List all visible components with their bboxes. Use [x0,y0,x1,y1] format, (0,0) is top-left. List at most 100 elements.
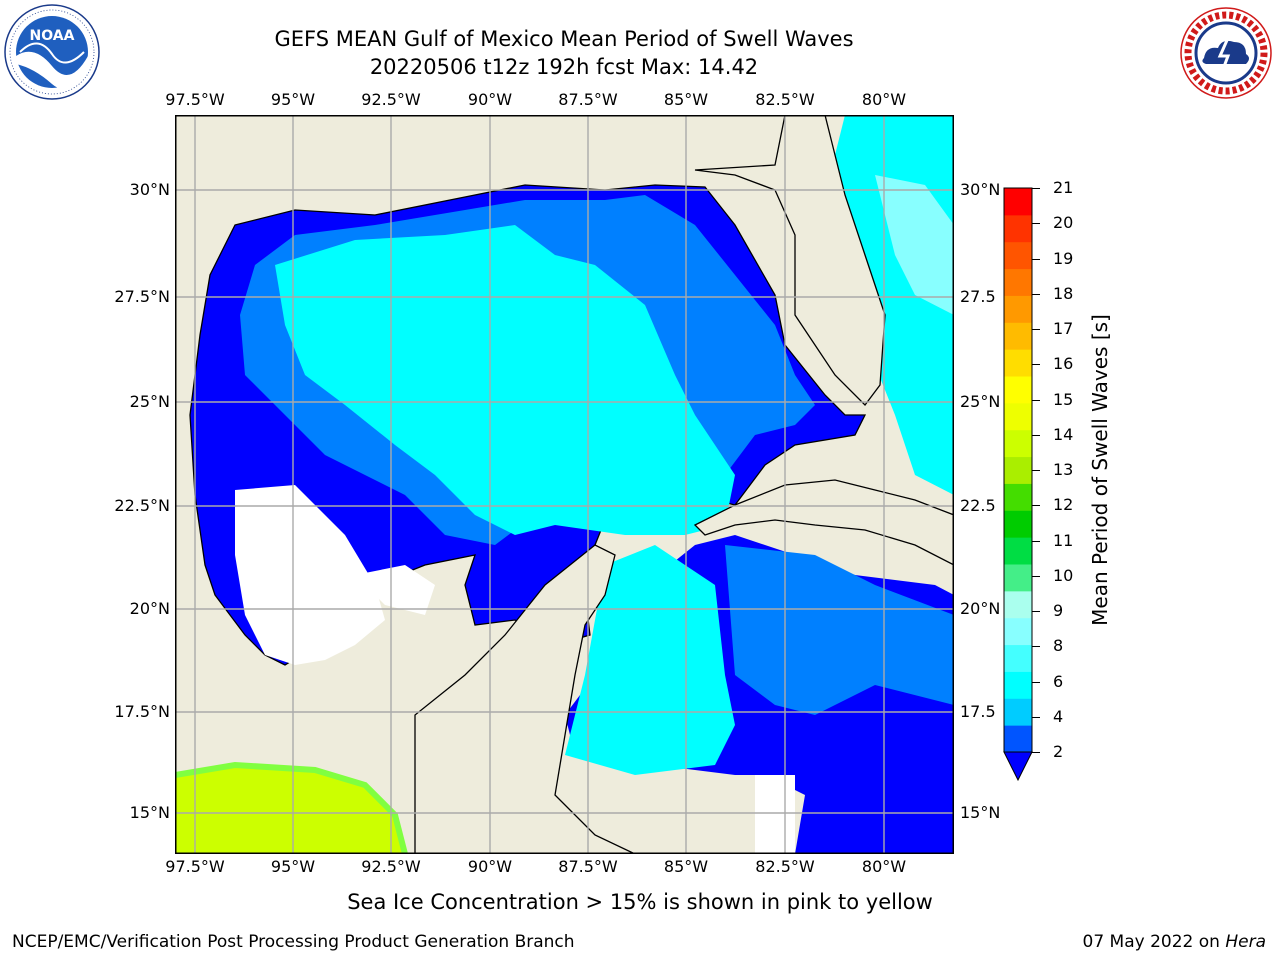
colorbar-band [1004,295,1032,323]
colorbar-tick-mark [1032,752,1040,753]
colorbar-tick-label: 19 [1053,248,1074,268]
lat-tick-left: 27.5°N [114,287,170,306]
colorbar-tick-label: 13 [1053,460,1074,479]
colorbar-tick-label: 11 [1053,530,1074,550]
sea-ice-note: Sea Ice Concentration > 15% is shown in … [347,890,933,914]
colorbar-tick-mark [1032,540,1040,542]
lat-tick-left: 25°N [129,392,170,411]
colorbar-band [1004,268,1032,296]
colorbar-tick-label: 16 [1053,354,1074,374]
lat-tick-left: 22.5°N [114,496,170,515]
map-plot [175,115,954,854]
lon-tick-bottom: 97.5°W [165,857,225,876]
caribbean-midband [725,545,954,715]
colorbar-extend-arrow [1003,751,1033,782]
lon-tick-top: 92.5°W [361,90,421,109]
lon-tick-top: 95°W [270,90,316,109]
colorbar-tick-label: 10 [1053,565,1074,585]
colorbar-tick-mark [1032,188,1040,189]
colorbar-tick-mark [1032,434,1040,436]
footer-date-text: 07 May 2022 on [1082,932,1226,952]
lon-tick-bottom: 82.5°W [755,857,815,876]
colorbar-band [1004,429,1032,458]
gulf-core [275,225,735,535]
colorbar-tick-mark [1032,223,1040,225]
colorbar-tick-mark [1032,505,1040,507]
lat-tick-left: 17.5°N [114,702,170,721]
chart-title: GEFS MEAN Gulf of Mexico Mean Period of … [274,27,854,51]
colorbar [1003,187,1033,782]
lat-tick-right: 25°N [960,392,1001,411]
colorbar-band [1004,510,1032,538]
colorbar-band [1004,241,1032,270]
colorbar-band [1004,188,1032,216]
lon-tick-bottom: 87.5°W [558,857,618,876]
lat-tick-left: 30°N [129,180,170,199]
colorbar-tick-label: 2 [1053,742,1064,761]
ice-patch [175,765,405,854]
colorbar-tick-label: 4 [1053,706,1064,726]
lon-tick-top: 97.5°W [165,90,225,109]
lon-tick-bottom: 80°W [861,857,907,876]
lat-tick-right: 20°N [960,599,1001,618]
lon-tick-bottom: 85°W [663,857,709,876]
colorbar-tick-mark [1032,646,1040,648]
footer-date: 07 May 2022 on Hera [1083,932,1267,952]
noaa-logo: NOAA [4,4,100,100]
lat-tick-right: 27.5 [960,287,996,306]
lat-tick-right: 15°N [960,803,1001,822]
colorbar-band [1004,617,1032,646]
colorbar-band [1004,456,1032,484]
colorbar-tick-label: 20 [1053,213,1074,233]
lat-tick-right: 22.5 [960,496,996,515]
colorbar-tick-label: 21 [1053,178,1074,197]
lat-tick-right: 30°N [960,180,1001,199]
ice-patch-edge [175,761,408,854]
colorbar-tick-label: 14 [1053,424,1074,444]
colorbar-tick-mark [1032,470,1040,471]
colorbar-tick-label: 17 [1053,319,1074,338]
colorbar-band [1004,349,1032,377]
lat-tick-right: 17.5 [960,702,996,721]
atlantic-light [875,175,954,315]
lon-tick-bottom: 92.5°W [361,857,421,876]
missing-data [235,485,385,665]
lon-tick-top: 82.5°W [755,90,815,109]
colorbar-band [1004,644,1032,672]
footer-machine: Hera [1225,932,1266,952]
chart-subtitle: 20220506 t12z 192h fcst Max: 14.42 [369,55,759,79]
colorbar-tick-label: 15 [1053,389,1074,409]
colorbar-tick-mark [1032,681,1040,683]
colorbar-tick-mark [1032,364,1040,366]
colorbar-band [1004,698,1032,726]
yucatan-land [414,544,636,854]
colorbar-tick-label: 6 [1053,671,1064,691]
svg-text:NOAA: NOAA [30,28,75,44]
colorbar-band [1004,537,1032,565]
lon-tick-top: 80°W [861,90,907,109]
nws-logo [1180,7,1272,99]
colorbar-band [1004,322,1032,350]
colorbar-band [1004,564,1032,592]
lon-tick-bottom: 90°W [467,857,513,876]
colorbar-tick-label: 12 [1053,495,1074,515]
colorbar-band [1004,214,1032,243]
colorbar-band [1004,590,1032,619]
colorbar-tick-label: 9 [1053,601,1064,620]
lon-tick-bottom: 95°W [270,857,316,876]
colorbar-band [1004,483,1032,511]
colorbar-tick-mark [1032,716,1040,718]
lon-tick-top: 90°W [467,90,513,109]
colorbar-label: Mean Period of Swell Waves [s] [1088,314,1112,626]
footer-credit: NCEP/EMC/Verification Post Processing Pr… [12,932,575,952]
colorbar-tick-mark [1032,611,1040,612]
colorbar-tick-mark [1032,329,1040,330]
lon-tick-top: 85°W [663,90,709,109]
colorbar-band [1004,376,1032,404]
colorbar-tick-mark [1032,575,1040,577]
colorbar-tick-mark [1032,399,1040,401]
missing-data [755,775,795,854]
colorbar-tick-label: 18 [1053,283,1074,303]
colorbar-band [1004,402,1032,431]
colorbar-tick-mark [1032,293,1040,295]
